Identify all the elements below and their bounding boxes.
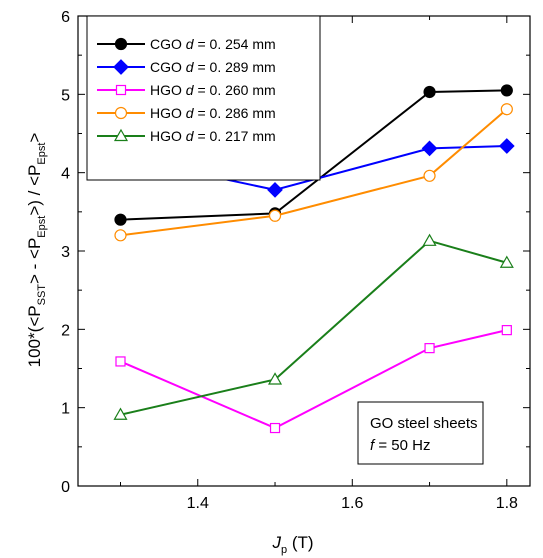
- y-axis-title-sub-1: SST: [36, 284, 48, 306]
- data-point: [499, 255, 514, 268]
- y-tick-label: 3: [61, 244, 70, 261]
- data-point: [113, 407, 128, 420]
- legend-d-symbol: d: [186, 59, 195, 75]
- data-point: [423, 169, 436, 182]
- legend-entry-5: HGO d = 0. 217 mm: [97, 128, 276, 144]
- legend-d-symbol: d: [186, 82, 195, 98]
- legend-material: HGO: [150, 105, 186, 121]
- legend-material: CGO: [150, 59, 186, 75]
- data-point: [268, 209, 282, 222]
- legend-thickness: = 0. 286 mm: [194, 105, 276, 121]
- y-tick-label: 0: [61, 479, 70, 496]
- series-line: [120, 239, 508, 416]
- series-line: [120, 89, 507, 221]
- legend-thickness: = 0. 217 mm: [194, 128, 276, 144]
- data-point: [115, 356, 126, 367]
- annotation-box: GO steel sheets f = 50 Hz: [357, 401, 484, 465]
- data-point: [115, 84, 127, 96]
- data-point: [113, 128, 129, 142]
- annotation-frequency: = 50 Hz: [374, 437, 430, 454]
- data-point: [501, 325, 512, 336]
- data-point: [114, 229, 127, 242]
- annotation-frame: [357, 401, 484, 465]
- legend-material: CGO: [150, 36, 186, 52]
- x-tick-label: 1.4: [187, 495, 209, 512]
- y-axis-title-sub-3: Epst: [36, 143, 48, 165]
- legend-label: HGO d = 0. 260 mm: [150, 82, 276, 98]
- legend-thickness: = 0. 254 mm: [194, 36, 276, 52]
- series-line: [120, 329, 508, 430]
- annotation-line-1: GO steel sheets: [370, 415, 478, 432]
- data-point: [114, 37, 128, 51]
- y-axis-title-part-1: 100*(<P: [25, 305, 44, 367]
- legend-label: HGO d = 0. 217 mm: [150, 128, 276, 144]
- y-axis-title-part-4: >: [25, 133, 44, 143]
- data-point: [113, 59, 129, 75]
- legend-d-symbol: d: [186, 105, 195, 121]
- legend-entry-4: HGO d = 0. 286 mm: [97, 105, 276, 121]
- y-tick-label: 1: [61, 401, 70, 418]
- y-axis-title-sub-2: Epst: [36, 216, 48, 238]
- series-4: [114, 103, 513, 242]
- legend-label: CGO d = 0. 254 mm: [150, 36, 276, 52]
- y-tick-label: 6: [61, 9, 70, 26]
- annotation-f-symbol: f: [370, 437, 376, 454]
- data-point: [114, 106, 128, 120]
- data-point: [422, 233, 437, 246]
- data-point: [498, 138, 515, 154]
- x-tick-label: 1.6: [341, 495, 363, 512]
- y-axis-title-part-2: > - <P: [25, 238, 44, 284]
- annotation-line-2: f = 50 Hz: [370, 437, 430, 454]
- data-point: [269, 422, 281, 434]
- series-line: [120, 108, 508, 237]
- y-tick-label: 5: [61, 87, 70, 104]
- x-axis-symbol: J: [271, 533, 281, 552]
- x-tick-label: 1.8: [496, 495, 518, 512]
- legend-material: HGO: [150, 128, 186, 144]
- data-point: [421, 140, 438, 157]
- legend-thickness: = 0. 260 mm: [194, 82, 276, 98]
- legend-entry-1: CGO d = 0. 254 mm: [97, 36, 276, 52]
- legend-label: CGO d = 0. 289 mm: [150, 59, 276, 75]
- y-tick-label: 2: [61, 322, 70, 339]
- x-axis-subscript: p: [281, 544, 287, 556]
- legend-label: HGO d = 0. 286 mm: [150, 105, 276, 121]
- data-point: [267, 182, 283, 198]
- legend-entry-2: CGO d = 0. 289 mm: [97, 59, 276, 75]
- legend-thickness: = 0. 289 mm: [194, 59, 276, 75]
- x-axis-title: Jp (T): [271, 533, 313, 556]
- y-axis-title-part-3: >) / <P: [25, 165, 44, 216]
- data-point: [267, 372, 283, 385]
- data-point: [500, 84, 513, 97]
- data-point: [423, 85, 436, 99]
- y-axis-title: 100*(<PSST> - <PEpst>) / <PEpst>: [25, 133, 48, 368]
- data-point: [424, 343, 435, 354]
- series-5: [113, 233, 514, 420]
- legend-material: HGO: [150, 82, 186, 98]
- y-tick-label: 4: [61, 166, 70, 183]
- legend-d-symbol: d: [186, 128, 195, 144]
- data-point: [500, 103, 513, 116]
- legend-entry-3: HGO d = 0. 260 mm: [97, 82, 276, 98]
- series-3: [115, 325, 512, 434]
- x-axis-unit: (T): [287, 533, 313, 552]
- legend-d-symbol: d: [186, 36, 195, 52]
- data-point: [114, 213, 127, 226]
